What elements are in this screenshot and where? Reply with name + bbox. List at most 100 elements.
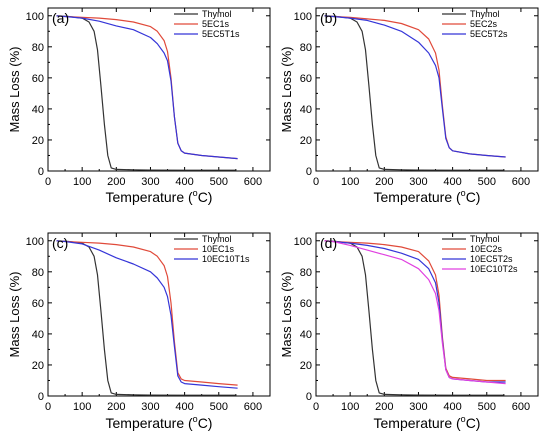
x-tick-label: 200	[107, 401, 125, 413]
y-axis-title: Mass Loss (%)	[7, 272, 22, 358]
legend-label: Thymol	[470, 9, 500, 19]
x-tick-label: 0	[45, 401, 51, 413]
panel-label: (a)	[52, 10, 69, 26]
chart-panel-2: 0 100 200 300 400 500 600 0 20 40 60 80 100 Thymol5EC…	[279, 7, 539, 205]
y-tick-label: 100	[26, 11, 44, 23]
y-tick-label: 20	[300, 360, 312, 372]
x-tick-label: 300	[141, 401, 159, 413]
x-tick-label: 100	[73, 401, 91, 413]
y-tick-label: 100	[294, 11, 312, 23]
y-tick-label: 20	[32, 360, 44, 372]
y-tick-label: 20	[32, 135, 44, 147]
x-axis-title: Temperature (oC)	[106, 414, 213, 431]
x-tick-label: 0	[313, 401, 319, 413]
plot-frame	[47, 7, 271, 172]
legend-label: 10EC5T2s	[470, 254, 513, 264]
degree-superscript: o	[461, 188, 466, 198]
x-axis-title-unit: C)	[466, 415, 481, 431]
legend-label: 10EC10T2s	[470, 264, 518, 274]
legend-label: 10EC2s	[470, 244, 503, 254]
x-tick-label: 500	[478, 401, 496, 413]
legend-label: 5EC2s	[470, 19, 498, 29]
y-tick-label: 60	[32, 298, 44, 310]
y-tick-label: 100	[294, 236, 312, 248]
y-axis-title: Mass Loss (%)	[279, 47, 294, 133]
x-axis-title-text: Temperature (	[374, 189, 461, 205]
x-tick-label: 100	[73, 176, 91, 188]
legend-label: 5EC1s	[202, 19, 230, 29]
y-tick-label: 80	[32, 267, 44, 279]
y-tick-label: 20	[300, 135, 312, 147]
legend-label: 10EC10T1s	[202, 254, 250, 264]
x-tick-label: 600	[512, 401, 530, 413]
y-tick-label: 80	[32, 42, 44, 54]
degree-superscript: o	[193, 414, 198, 424]
plot-frame	[47, 232, 271, 397]
panel-label: (c)	[52, 235, 68, 251]
series-line	[324, 240, 506, 385]
x-tick-label: 200	[107, 176, 125, 188]
x-tick-label: 200	[375, 401, 393, 413]
legend-label: 5EC5T1s	[202, 29, 240, 39]
x-tick-label: 100	[341, 176, 359, 188]
y-tick-label: 40	[300, 329, 312, 341]
y-tick-label: 80	[300, 42, 312, 54]
y-axis-title: Mass Loss (%)	[279, 272, 294, 358]
x-tick-label: 300	[409, 176, 427, 188]
y-tick-label: 60	[32, 73, 44, 85]
x-tick-label: 0	[313, 176, 319, 188]
x-axis-title: Temperature (oC)	[374, 188, 481, 205]
legend-label: Thymol	[202, 9, 232, 19]
y-tick-label: 80	[300, 267, 312, 279]
series-line	[324, 15, 506, 158]
y-tick-label: 60	[300, 298, 312, 310]
x-tick-label: 500	[210, 401, 228, 413]
x-axis-title: Temperature (oC)	[106, 188, 213, 205]
x-tick-label: 400	[443, 176, 461, 188]
series-line	[324, 240, 504, 396]
legend-label: 10EC1s	[202, 244, 235, 254]
y-tick-label: 0	[38, 391, 44, 403]
x-tick-label: 400	[175, 401, 193, 413]
x-tick-label: 400	[443, 401, 461, 413]
y-tick-label: 0	[38, 166, 44, 178]
legend-label: Thymol	[470, 234, 500, 244]
series-line	[56, 240, 238, 386]
x-tick-label: 600	[512, 176, 530, 188]
x-tick-label: 0	[45, 176, 51, 188]
panel-label: (b)	[320, 10, 337, 26]
series-line	[324, 240, 506, 382]
y-tick-label: 60	[300, 73, 312, 85]
x-tick-label: 300	[409, 401, 427, 413]
series-line	[56, 240, 238, 389]
x-tick-label: 400	[175, 176, 193, 188]
x-tick-label: 100	[341, 401, 359, 413]
x-axis-title-text: Temperature (	[106, 415, 193, 431]
series-line	[324, 15, 504, 171]
x-axis-title-unit: C)	[198, 415, 213, 431]
legend-label: Thymol	[202, 234, 232, 244]
x-tick-label: 500	[478, 176, 496, 188]
y-axis-title: Mass Loss (%)	[7, 47, 22, 133]
x-axis-title-text: Temperature (	[106, 189, 193, 205]
plot-frame	[315, 7, 539, 172]
degree-superscript: o	[193, 188, 198, 198]
y-tick-label: 40	[300, 104, 312, 116]
x-axis-title-unit: C)	[466, 189, 481, 205]
plot-frame	[315, 232, 539, 397]
panel-label: (d)	[320, 235, 337, 251]
x-tick-label: 200	[375, 176, 393, 188]
series-line	[56, 15, 238, 160]
y-tick-label: 40	[32, 104, 44, 116]
x-axis-title-text: Temperature (	[374, 415, 461, 431]
degree-superscript: o	[461, 414, 466, 424]
y-tick-label: 0	[306, 391, 312, 403]
y-tick-label: 0	[306, 166, 312, 178]
x-tick-label: 600	[244, 401, 262, 413]
series-line	[56, 15, 236, 171]
x-axis-title-unit: C)	[198, 189, 213, 205]
